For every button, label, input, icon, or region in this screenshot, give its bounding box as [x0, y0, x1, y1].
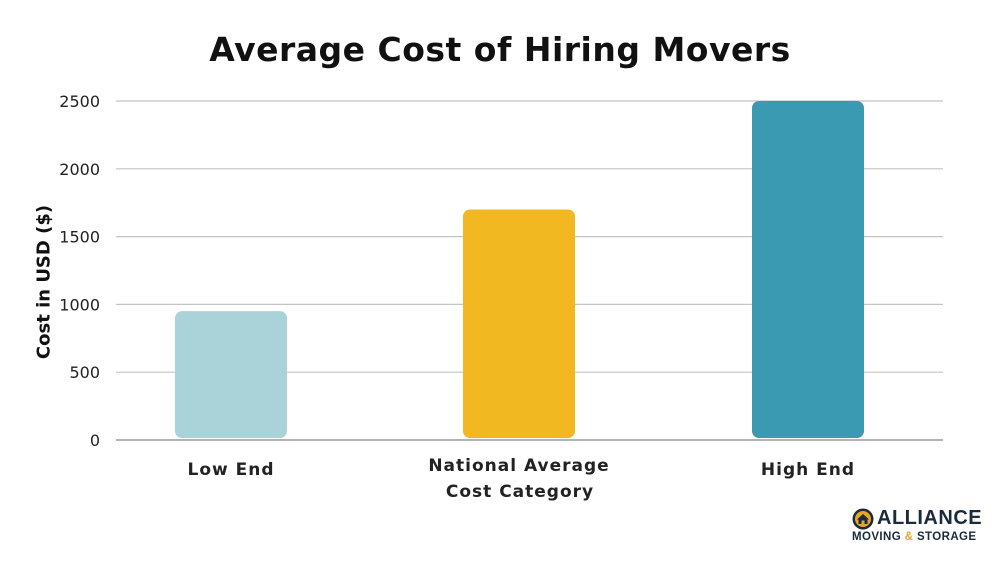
x-tick-label: Low End — [187, 460, 274, 480]
x-tick-label: High End — [761, 460, 855, 480]
bar — [463, 209, 575, 438]
company-logo: ALLIANCE MOVING & STORAGE — [852, 507, 992, 547]
y-tick-label: 1000 — [59, 295, 100, 314]
logo-brand: ALLIANCE — [877, 507, 983, 529]
chart-title: Average Cost of Hiring Movers — [209, 30, 791, 69]
house-badge-icon — [852, 508, 874, 529]
bar — [175, 311, 287, 438]
logo-tagline-amp: & — [904, 531, 914, 543]
y-axis-label: Cost in USD ($) — [33, 204, 55, 360]
logo-tagline-right: STORAGE — [916, 531, 977, 543]
y-tick-label: 1500 — [59, 228, 100, 247]
y-tick-label: 2000 — [59, 160, 100, 179]
logo-tagline-left: MOVING — [852, 531, 902, 543]
logo-tagline: MOVING & STORAGE — [852, 531, 992, 543]
x-tick-label: National Average — [428, 456, 609, 476]
y-tick-label: 2500 — [59, 92, 100, 111]
y-tick-label: 0 — [90, 431, 100, 450]
bar — [752, 101, 864, 438]
x-axis-label: Cost Category — [445, 482, 595, 502]
y-tick-label: 500 — [69, 363, 100, 382]
